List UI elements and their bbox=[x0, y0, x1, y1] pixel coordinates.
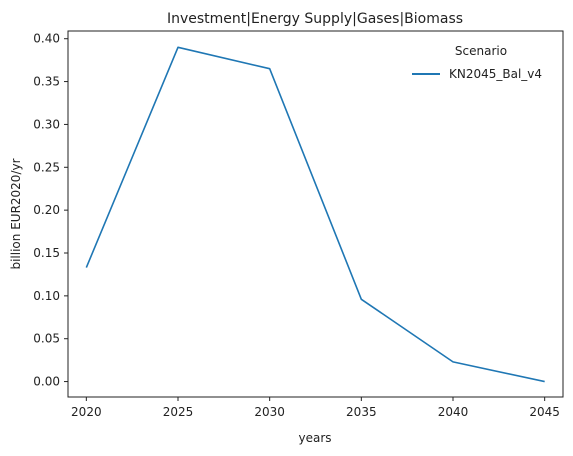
x-tick-label: 2035 bbox=[346, 405, 377, 419]
y-tick-label: 0.40 bbox=[33, 32, 60, 46]
series-line bbox=[85, 46, 545, 383]
x-tick-label: 2040 bbox=[438, 405, 469, 419]
x-axis: 2020 2025 2030 2035 2040 2045 bbox=[71, 397, 560, 419]
x-axis-label: years bbox=[298, 431, 331, 445]
chart-title: Investment|Energy Supply|Gases|Biomass bbox=[167, 11, 463, 27]
y-axis-label: billion EUR2020/yr bbox=[9, 158, 23, 269]
legend-entry-label: KN2045_Bal_v4 bbox=[449, 67, 542, 81]
series-layer bbox=[85, 46, 545, 383]
y-tick-label: 0.20 bbox=[33, 203, 60, 217]
y-tick-label: 0.30 bbox=[33, 117, 60, 131]
y-tick-label: 0.10 bbox=[33, 289, 60, 303]
legend-title: Scenario bbox=[455, 44, 507, 58]
y-tick-label: 0.05 bbox=[33, 332, 60, 346]
y-axis: 0.00 0.05 0.10 0.15 0.20 0.25 0.30 0.35 0.40 bbox=[33, 32, 68, 389]
y-tick-label: 0.15 bbox=[33, 246, 60, 260]
y-tick-label: 0.25 bbox=[33, 160, 60, 174]
plot-area bbox=[67, 30, 564, 398]
x-tick-label: 2025 bbox=[163, 405, 194, 419]
legend: Scenario KN2045_Bal_v4 bbox=[412, 44, 542, 81]
y-tick-label: 0.00 bbox=[33, 375, 60, 389]
x-tick-label: 2045 bbox=[529, 405, 560, 419]
y-tick-label: 0.35 bbox=[33, 75, 60, 89]
x-tick-label: 2030 bbox=[254, 405, 285, 419]
x-tick-label: 2020 bbox=[71, 405, 102, 419]
